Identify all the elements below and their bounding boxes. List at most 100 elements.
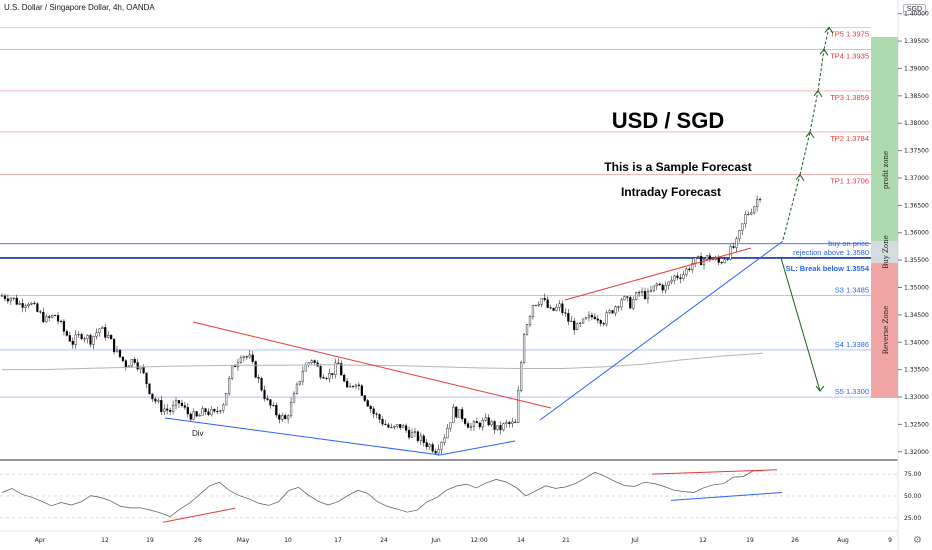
candle-body [68, 335, 71, 342]
candle-body [667, 281, 670, 286]
candle-body [384, 423, 387, 425]
candle-body [673, 275, 676, 281]
candle-body [289, 401, 293, 417]
candle-body [204, 408, 207, 413]
arrow-head [795, 173, 805, 181]
candle-body [166, 408, 169, 411]
candle-body [646, 291, 650, 299]
time-tick-label: Jul [630, 537, 639, 544]
candle-body [475, 421, 478, 424]
candle-body [154, 398, 157, 402]
candle-body [626, 296, 629, 298]
candle-body [295, 383, 299, 394]
candle-body [623, 296, 626, 301]
candle-body [186, 407, 189, 415]
price-tick-label: 1.39000 [904, 65, 929, 72]
candle-body [95, 332, 98, 337]
candle-body [115, 349, 119, 353]
rsi-divergence-line [162, 507, 236, 523]
candle-body [77, 334, 80, 336]
candle-body [455, 406, 458, 418]
time-tick-label: 14 [517, 537, 525, 544]
arrow-head [815, 385, 825, 392]
candle-body [51, 314, 54, 318]
candle-body [136, 362, 139, 370]
candle-body [452, 406, 455, 423]
candle-body [228, 378, 231, 394]
candle-body [705, 255, 709, 260]
candle-body [118, 349, 122, 358]
candle-body [552, 307, 555, 311]
price-tick-label: 1.33000 [904, 394, 929, 401]
candle-body [658, 283, 661, 286]
arrow-head [824, 26, 834, 34]
rsi-tick-label: 50.00 [904, 493, 921, 500]
time-tick-label: 19 [146, 537, 154, 544]
candle-body [747, 213, 750, 215]
candle-body [555, 306, 558, 311]
candle-body [56, 315, 60, 322]
candle-body [71, 341, 74, 345]
currency-badge[interactable]: SGD [902, 4, 926, 15]
candle-body [27, 304, 30, 307]
candle-body [86, 335, 89, 339]
candle-body [611, 310, 614, 314]
time-tick-label: 10 [284, 537, 292, 544]
time-tick-label: 12 [101, 537, 109, 544]
candle-body [348, 385, 352, 388]
candle-body [508, 422, 511, 424]
candle-body [92, 336, 95, 345]
candle-body [587, 314, 591, 318]
reverse-zone-label: Reverse Zone [882, 306, 890, 355]
candle-body [652, 285, 655, 291]
candle-body [195, 411, 198, 417]
candle-body [275, 405, 278, 416]
candle-body [711, 259, 714, 261]
candle-body [45, 316, 48, 322]
candle-body [24, 305, 27, 308]
candle-body [484, 417, 487, 421]
candle-body [564, 312, 567, 314]
candle-body [328, 373, 331, 379]
candle-body [738, 230, 741, 240]
candle-body [18, 303, 21, 305]
candle-body [236, 362, 240, 368]
candle-body [222, 404, 225, 411]
candle-body [425, 442, 428, 448]
candle-body [121, 356, 125, 361]
candle-body [396, 424, 399, 427]
candle-body [431, 444, 434, 452]
candle-body [419, 435, 422, 441]
candle-body [354, 384, 358, 387]
candle-body [540, 298, 543, 305]
price-tick-label: 1.40000 [904, 11, 929, 18]
candle-body [257, 377, 260, 379]
candle-body [53, 314, 57, 316]
candle-body [180, 402, 184, 406]
candle-body [720, 262, 723, 264]
candle-body [443, 437, 446, 443]
candle-body [472, 421, 476, 427]
candle-body [490, 421, 493, 426]
gear-icon[interactable]: ⚙ [913, 535, 922, 546]
price-tick-label: 1.38000 [904, 120, 929, 127]
candle-body [260, 378, 263, 391]
time-tick-label: 9 [888, 537, 892, 544]
candle-body [608, 310, 611, 313]
candle-body [351, 385, 355, 387]
candle-body [576, 323, 579, 331]
candle-body [643, 291, 647, 299]
time-tick-label: 21 [562, 537, 570, 544]
upper-trendline-1 [192, 321, 552, 409]
tp-level-label: TP5 1.3975 [830, 29, 869, 38]
candle-body [517, 390, 520, 423]
candle-body [98, 328, 101, 333]
time-tick-label: 26 [194, 537, 202, 544]
candle-body [685, 268, 688, 275]
candle-body [62, 321, 66, 332]
candle-body [124, 360, 127, 368]
candle-body [756, 199, 759, 208]
candle-body [89, 335, 92, 345]
candle-body [127, 365, 130, 368]
